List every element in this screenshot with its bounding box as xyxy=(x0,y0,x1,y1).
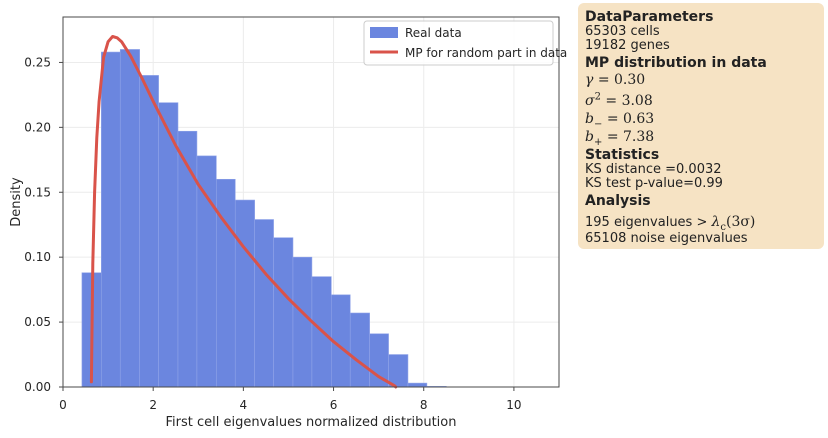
histogram-bar xyxy=(177,130,198,388)
x-tick-label: 4 xyxy=(240,398,248,412)
histogram-bar xyxy=(407,382,428,388)
lambda-symbol: λc(3σ) xyxy=(711,214,756,233)
histogram-bar xyxy=(292,256,313,388)
legend-label-real-data: Real data xyxy=(405,26,462,40)
y-tick-label: 0.15 xyxy=(24,185,51,199)
ks-pvalue: KS test p-value=0.99 xyxy=(585,176,723,191)
bplus-symbol: b xyxy=(585,129,594,145)
bminus-value: = 0.63 xyxy=(606,111,655,127)
legend-swatch-bars xyxy=(370,27,398,38)
analysis-title: Analysis xyxy=(585,193,651,209)
y-tick-label: 0.10 xyxy=(24,250,51,264)
chart: 0 2 4 6 8 10 0.00 0.05 0.10 0.15 0.20 0.25 First c… xyxy=(9,16,567,430)
bminus-symbol: b xyxy=(585,111,594,127)
sigma-symbol: σ xyxy=(585,93,595,109)
eigenvalue-count-prefix: 195 eigenvalues > xyxy=(585,215,708,230)
statistics-title: Statistics xyxy=(585,147,660,163)
histogram-bar xyxy=(119,49,140,388)
y-axis-ticks: 0.00 0.05 0.10 0.15 0.20 0.25 xyxy=(24,55,63,394)
mp-curve xyxy=(89,35,398,389)
sigma-row: σ2 = 3.08 xyxy=(585,92,818,110)
histogram-bars xyxy=(81,49,447,388)
gamma-row: γ = 0.30 xyxy=(585,71,818,89)
histogram-bar xyxy=(101,51,121,388)
noise-eigenvalues: 65108 noise eigenvalues xyxy=(585,231,748,246)
x-tick-label: 6 xyxy=(330,398,338,412)
histogram-bar xyxy=(196,155,217,388)
x-tick-label: 2 xyxy=(149,398,157,412)
histogram-bar xyxy=(254,219,274,388)
bminus-row: b− = 0.63 xyxy=(585,110,818,130)
cells-count: 65303 cells xyxy=(585,24,660,39)
gamma-value: = 0.30 xyxy=(597,72,646,88)
genes-count: 19182 genes xyxy=(585,38,670,53)
y-tick-label: 0.00 xyxy=(24,380,51,394)
bminus-subscript: − xyxy=(593,118,603,130)
lambda-subscript: c xyxy=(720,221,726,233)
ks-distance: KS distance =0.0032 xyxy=(585,162,722,177)
histogram-bar xyxy=(349,312,370,388)
lambda-letter: λ xyxy=(711,214,721,230)
mp-distribution-title: MP distribution in data xyxy=(585,55,767,71)
bplus-subscript: + xyxy=(593,136,603,148)
histogram-bar xyxy=(388,354,409,388)
histogram-bar xyxy=(234,199,255,388)
gamma-symbol: γ xyxy=(585,72,594,88)
x-axis-ticks: 0 2 4 6 8 10 xyxy=(59,387,522,412)
x-tick-label: 10 xyxy=(506,398,521,412)
histogram-bar xyxy=(139,75,159,388)
sigma-value: = 3.08 xyxy=(605,93,653,109)
bplus-row: b+ = 7.38 xyxy=(585,128,818,148)
y-tick-label: 0.25 xyxy=(24,55,51,69)
sigma-exponent: 2 xyxy=(594,91,601,103)
legend-box xyxy=(363,20,554,66)
y-tick-label: 0.20 xyxy=(24,120,51,134)
legend-label-mp: MP for random part in data xyxy=(405,46,567,60)
histogram-bar xyxy=(216,178,236,388)
legend: Real data MP for random part in data xyxy=(363,20,567,66)
bplus-value: = 7.38 xyxy=(606,129,655,145)
data-params-title: DataParameters xyxy=(585,9,714,25)
y-tick-label: 0.05 xyxy=(24,315,51,329)
plot-frame xyxy=(62,16,560,388)
x-tick-label: 8 xyxy=(420,398,428,412)
x-axis-label: First cell eigenvalues normalized distri… xyxy=(166,415,457,430)
info-box: DataParameters 65303 cells 19182 genes M… xyxy=(578,3,824,249)
x-tick-label: 0 xyxy=(59,398,67,412)
lambda-argument: (3σ) xyxy=(725,214,756,230)
histogram-bar xyxy=(273,237,294,388)
eigenvalue-count-row: 195 eigenvalues > λc(3σ) xyxy=(585,213,818,232)
y-axis-label: Density xyxy=(9,177,24,227)
